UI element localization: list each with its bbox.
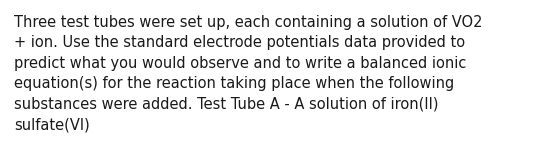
- Text: Three test tubes were set up, each containing a solution of VO2
+ ion. Use the s: Three test tubes were set up, each conta…: [14, 15, 483, 132]
